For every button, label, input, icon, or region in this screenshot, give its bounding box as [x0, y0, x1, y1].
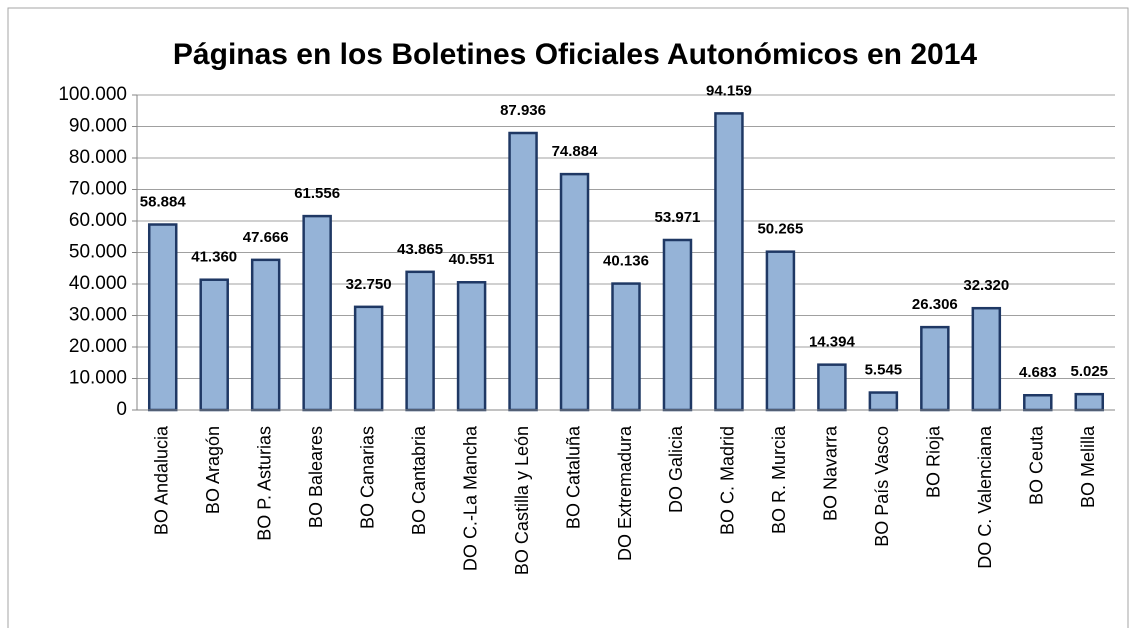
y-tick-label: 20.000: [69, 336, 127, 357]
bar: [920, 325, 950, 412]
y-tick-label: 80.000: [69, 147, 127, 168]
bar: [559, 172, 590, 412]
value-label: 40.551: [449, 251, 495, 268]
bar: [971, 306, 1002, 412]
chart-title: Páginas en los Boletines Oficiales Auton…: [173, 38, 977, 71]
bar: [1074, 392, 1105, 412]
bar: [405, 270, 435, 412]
y-tick-label: 100.000: [58, 84, 127, 105]
x-tick-label: DO Galicia: [666, 425, 686, 513]
x-tick-label: BO Aragón: [203, 426, 223, 514]
bar: [199, 278, 229, 412]
value-label: 50.265: [757, 221, 803, 238]
bar: [353, 305, 384, 412]
x-tick-label: BO País Vasco: [872, 426, 892, 547]
x-tick-label: BO Cantabria: [409, 425, 429, 535]
bar: [147, 223, 178, 412]
value-label: 53.971: [655, 209, 701, 226]
bar: [817, 363, 847, 412]
value-label: 58.884: [140, 193, 187, 210]
x-tick-label: BO C. Madrid: [718, 426, 738, 535]
bar: [1023, 393, 1053, 412]
x-tick-label: BO Castilla y León: [512, 426, 532, 575]
value-label: 5.545: [865, 362, 903, 379]
value-label: 61.556: [294, 185, 340, 202]
value-label: 14.394: [809, 334, 856, 351]
y-tick-label: 60.000: [69, 210, 127, 231]
x-tick-label: BO Baleares: [306, 426, 326, 528]
bar: [508, 131, 538, 412]
x-tick-label: DO C. Valenciana: [975, 425, 995, 569]
bar: [662, 238, 693, 412]
value-label: 43.865: [397, 241, 443, 258]
x-tick-label: DO Extremadura: [615, 425, 635, 561]
y-tick-label: 50.000: [69, 242, 127, 263]
y-tick-label: 0: [116, 399, 127, 420]
value-label: 74.884: [552, 143, 599, 160]
y-tick-label: 40.000: [69, 273, 127, 294]
value-label: 40.136: [603, 253, 649, 270]
value-label: 5.025: [1070, 363, 1108, 380]
y-tick-label: 30.000: [69, 305, 127, 326]
bar: [868, 391, 899, 412]
bar: [765, 250, 796, 412]
bar: [611, 282, 641, 412]
value-label: 4.683: [1019, 364, 1057, 381]
bar: [456, 281, 487, 412]
x-tick-label: BO Melilla: [1078, 425, 1098, 508]
x-tick-label: BO Cataluña: [563, 425, 583, 529]
x-tick-label: BO P. Asturias: [254, 426, 274, 541]
value-label: 32.320: [963, 277, 1009, 294]
value-label: 26.306: [912, 296, 958, 313]
bar: [302, 214, 332, 412]
x-tick-label: BO Ceuta: [1027, 425, 1047, 505]
bar: [250, 258, 281, 412]
value-label: 32.750: [346, 276, 392, 293]
x-tick-label: DO C.-La Mancha: [460, 425, 480, 571]
value-label: 41.360: [191, 249, 237, 266]
x-tick-label: BO Rioja: [924, 425, 944, 498]
value-label: 47.666: [243, 229, 289, 246]
y-tick-label: 90.000: [69, 116, 127, 137]
y-tick-label: 10.000: [69, 368, 127, 389]
x-tick-label: BO R. Murcia: [769, 425, 789, 534]
y-tick-label: 70.000: [69, 179, 127, 200]
bar: [714, 112, 744, 412]
chart-frame: [7, 7, 1129, 628]
x-tick-label: BO Navarra: [821, 425, 841, 521]
x-tick-label: BO Andalucia: [151, 425, 171, 535]
value-label: 94.159: [706, 82, 752, 99]
x-tick-label: BO Canarias: [357, 426, 377, 529]
value-label: 87.936: [500, 102, 546, 119]
